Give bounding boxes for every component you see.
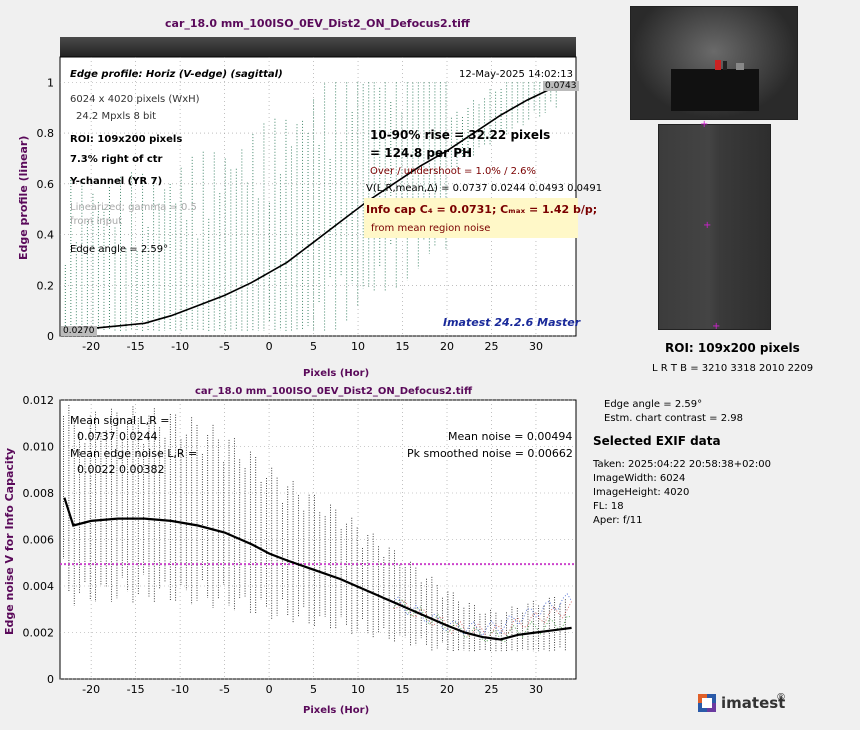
roi-coords: L R T B = 3210 3318 2010 2209 (652, 363, 814, 374)
from-mean-note: from mean region noise (371, 223, 491, 234)
x-tick-label: 5 (310, 340, 317, 353)
left-level-label: 0.0270 (61, 326, 97, 336)
channel-info: Y-channel (YR 7) (70, 176, 163, 187)
mean-noise-value: Mean noise = 0.00494 (448, 430, 573, 443)
edge-angle-info: Edge angle = 2.59° (70, 244, 169, 255)
x-tick-label: 20 (440, 340, 454, 353)
x-tick-label: 30 (529, 340, 543, 353)
x-tick-label: 15 (396, 340, 410, 353)
bottom-chart-title: car_18.0 mm_100ISO_0EV_Dist2_ON_Defocus2… (195, 386, 473, 397)
pk-noise-value: Pk smoothed noise = 0.00662 (407, 447, 573, 460)
x-tick-label: 5 (310, 683, 317, 696)
from-input-info: from input (70, 216, 123, 227)
y-tick-label: 0 (47, 673, 54, 686)
right-level-label: 0.0743 (543, 81, 579, 91)
roi-info: ROI: 109x200 pixels (70, 134, 183, 145)
top-chart-xlabel: Pixels (Hor) (303, 368, 370, 379)
x-tick-label: 15 (396, 683, 410, 696)
x-tick-label: -5 (219, 340, 230, 353)
edge-profile-line (64, 81, 572, 330)
side-edge-angle: Edge angle = 2.59° (604, 399, 703, 410)
y-tick-label: 0.4 (37, 229, 55, 242)
per-ph-value: = 124.8 per PH (370, 146, 473, 160)
imatest-logo-reg: ® (776, 692, 786, 703)
x-tick-label: 0 (266, 683, 273, 696)
x-tick-label: 30 (529, 683, 543, 696)
info-cap-box (364, 198, 578, 238)
mean-signal-label: Mean signal L,R = (70, 414, 170, 427)
roi-marker-top: + (700, 119, 709, 130)
x-tick-label: 10 (351, 683, 365, 696)
top-chart-header-bar (60, 37, 576, 57)
exif-list: Taken: 2025:04:22 20:58:38+02:00 ImageWi… (593, 458, 771, 528)
bottom-chart-xlabel: Pixels (Hor) (303, 705, 370, 716)
mean-edge-noise-value: 0.0022 0.00382 (77, 463, 165, 476)
roi-marker-center: + (703, 220, 712, 231)
x-tick-label: -15 (127, 340, 145, 353)
x-tick-label: 25 (484, 683, 498, 696)
y-tick-label: 0.6 (37, 178, 55, 191)
roi-label: ROI: 109x200 pixels (665, 341, 800, 355)
imatest-logo-icon (698, 694, 716, 712)
info-cap-value: Info cap C₄ = 0.0731; Cₘₐₓ = 1.42 b/p; (366, 203, 598, 216)
scene-thumbnail (630, 6, 798, 120)
x-tick-label: -20 (82, 340, 100, 353)
exif-fl: FL: 18 (593, 501, 624, 512)
channel-trace (393, 593, 572, 637)
x-tick-label: -15 (127, 683, 145, 696)
smoothed-noise-line (63, 497, 572, 641)
x-tick-label: 20 (440, 683, 454, 696)
exif-aper: Aper: f/11 (593, 515, 643, 526)
x-tick-label: -10 (171, 683, 189, 696)
exif-title: Selected EXIF data (593, 434, 721, 448)
x-tick-label: 0 (266, 340, 273, 353)
linearized-info: Linearized; gamma = 0.5 (70, 202, 197, 213)
mean-signal-value: 0.0737 0.0244 (77, 430, 158, 443)
x-tick-label: -20 (82, 683, 100, 696)
channel-trace (393, 599, 572, 639)
y-tick-label: 0 (47, 330, 54, 343)
watermark: Imatest 24.2.6 Master (443, 316, 581, 329)
imatest-logo-text: imatest (721, 694, 786, 712)
roi-crop-image: + + + (658, 119, 771, 332)
y-tick-label: 0.002 (23, 627, 55, 640)
top-chart-title: car_18.0 mm_100ISO_0EV_Dist2_ON_Defocus2… (165, 17, 470, 30)
rise-value: 10-90% rise = 32.22 pixels (370, 128, 551, 142)
edge-profile-date: 12-May-2025 14:02:13 (459, 69, 573, 80)
x-tick-label: -10 (171, 340, 189, 353)
mean-edge-noise-label: Mean edge noise L,R = (70, 447, 198, 460)
y-tick-label: 0.012 (23, 394, 55, 407)
image-size: 6024 x 4020 pixels (WxH) (70, 94, 200, 105)
edge-profile-heading: Edge profile: Horiz (V-edge) (sagittal) (70, 69, 283, 80)
v-lr-values: V(L,R,mean,Δ) = 0.0737 0.0244 0.0493 0.0… (366, 183, 603, 194)
side-contrast: Estm. chart contrast = 2.98 (604, 413, 743, 424)
exif-width: ImageWidth: 6024 (593, 473, 686, 484)
y-tick-label: 1 (47, 76, 54, 89)
y-tick-label: 0.010 (23, 441, 55, 454)
x-tick-label: 25 (484, 340, 498, 353)
exif-height: ImageHeight: 4020 (593, 487, 690, 498)
y-tick-label: 0.004 (23, 580, 55, 593)
x-tick-label: -5 (219, 683, 230, 696)
y-tick-label: 0.006 (23, 534, 55, 547)
overshoot-value: Over / undershoot = 1.0% / 2.6% (370, 166, 537, 177)
table-shape (671, 69, 759, 111)
roi-marker-bottom: + (712, 321, 721, 332)
roi-position: 7.3% right of ctr (70, 154, 163, 165)
x-tick-label: 10 (351, 340, 365, 353)
y-tick-label: 0.8 (37, 127, 55, 140)
chart-object (715, 60, 721, 70)
exif-taken: Taken: 2025:04:22 20:58:38+02:00 (593, 459, 771, 470)
y-tick-label: 0.2 (37, 279, 55, 292)
y-tick-label: 0.008 (23, 487, 55, 500)
image-mpix: 24.2 Mpxls 8 bit (76, 111, 157, 122)
